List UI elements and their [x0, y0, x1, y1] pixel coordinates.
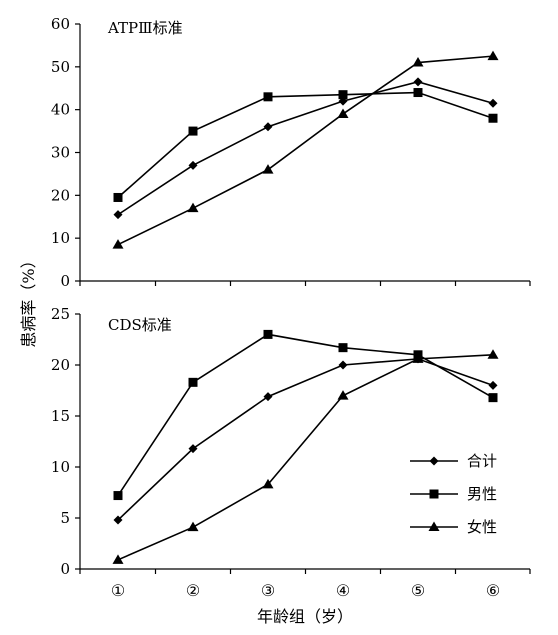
data-point-triangle [337, 108, 349, 118]
data-point-triangle [412, 57, 424, 67]
y-tick-label: 10 [51, 458, 70, 476]
panel-cds: 0 5 10 15 20 25 CDS标准 [51, 305, 531, 578]
data-point-square [113, 491, 123, 501]
data-point-triangle [187, 521, 199, 532]
legend-label: 女性 [467, 518, 497, 536]
x-tick-label: ⑥ [486, 581, 500, 600]
data-point-triangle [487, 349, 499, 359]
legend-label: 男性 [467, 485, 497, 503]
x-axis-label: 年龄组（岁） [257, 607, 353, 626]
series-line-triangle [117, 354, 494, 561]
y-tick-label: 10 [51, 229, 70, 247]
data-point-square [338, 90, 348, 100]
x-tick-label: ④ [336, 581, 350, 600]
legend-marker-triangle [428, 521, 440, 531]
data-point-square [263, 329, 273, 339]
y-axis-label: 患病率（%） [19, 252, 38, 347]
y-tick-label: 20 [51, 356, 70, 374]
y-tick-label: 0 [60, 560, 70, 578]
data-point-square [413, 88, 423, 98]
series-line-diamond [117, 80, 494, 216]
data-point-square [113, 192, 123, 202]
legend-marker-square [429, 489, 439, 499]
data-point-diamond [488, 98, 498, 108]
data-point-diamond [263, 122, 273, 132]
data-point-triangle [337, 390, 349, 400]
y-tick-label: 40 [51, 101, 70, 119]
y-tick-label: 30 [51, 144, 70, 162]
data-point-square [263, 92, 273, 102]
data-point-diamond [113, 515, 123, 525]
series-line-square [117, 91, 494, 199]
data-point-diamond [488, 380, 498, 390]
data-point-diamond [413, 77, 423, 87]
x-axis-ticks: ① ② ③ ④ ⑤ ⑥ [111, 581, 500, 600]
data-point-square [188, 377, 198, 387]
data-point-triangle [262, 164, 274, 174]
data-point-square [188, 126, 198, 136]
y-tick-label: 25 [51, 305, 70, 323]
panel-title: ATPⅢ标准 [107, 19, 183, 37]
legend-marker-diamond [429, 456, 439, 466]
series-line-triangle [117, 55, 494, 246]
x-tick-label: ⑤ [411, 581, 425, 600]
y-tick-label: 5 [60, 509, 70, 527]
x-tick-label: ② [186, 581, 200, 600]
y-tick-label: 0 [60, 272, 70, 290]
data-point-diamond [338, 360, 348, 370]
data-point-square [338, 343, 348, 353]
data-point-triangle [262, 478, 274, 489]
panel-title: CDS标准 [108, 316, 172, 334]
series-line-square [117, 333, 494, 497]
x-tick-label: ① [111, 581, 125, 600]
y-tick-label: 50 [51, 58, 70, 76]
data-point-triangle [112, 239, 124, 249]
data-point-square [488, 393, 498, 403]
data-point-diamond [188, 444, 198, 454]
series-line-diamond [117, 358, 494, 521]
legend-label: 合计 [467, 452, 497, 470]
data-point-triangle [187, 202, 199, 213]
data-point-diamond [188, 160, 198, 170]
y-tick-label: 15 [51, 407, 70, 425]
x-tick-label: ③ [261, 581, 275, 600]
data-point-triangle [412, 353, 424, 363]
data-point-triangle [487, 50, 499, 61]
y-tick-label: 20 [51, 186, 70, 204]
data-point-square [488, 113, 498, 123]
data-point-triangle [112, 554, 124, 564]
y-tick-label: 60 [51, 15, 70, 33]
panel-atp3: 0 10 20 30 40 50 60 ATPⅢ标准 [51, 15, 531, 290]
data-point-diamond [263, 392, 273, 402]
data-point-diamond [113, 210, 123, 220]
